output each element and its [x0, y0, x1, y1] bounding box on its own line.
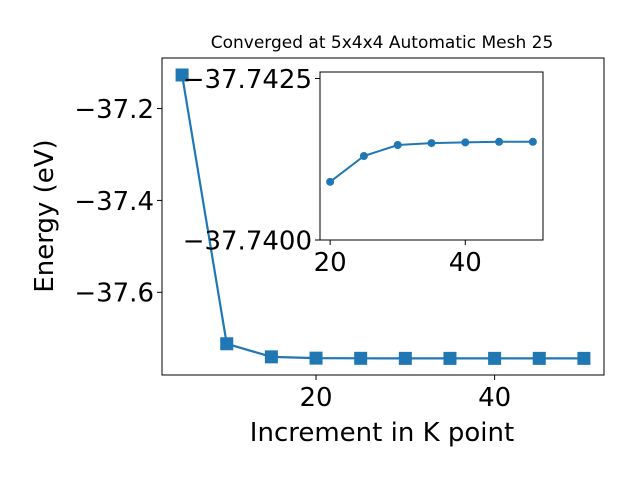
x-tick-label: 20	[314, 248, 347, 278]
y-tick-label: −37.4	[74, 187, 154, 217]
data-point	[398, 351, 412, 365]
series-line	[181, 74, 584, 360]
x-tick-label: 20	[299, 383, 332, 413]
y-tick-label: −37.6	[74, 279, 154, 309]
inset-axes: 20 40 −37.7425 −37.7400	[183, 65, 544, 278]
data-point	[393, 141, 402, 150]
data-point	[427, 139, 436, 148]
x-axis-label: Increment in K point	[250, 418, 514, 448]
data-point	[359, 152, 368, 160]
y-axis-label: Energy (eV)	[30, 139, 60, 292]
data-point	[488, 351, 502, 365]
chart-title: Converged at 5x4x4 Automatic Mesh 25	[211, 33, 554, 53]
data-point	[443, 351, 457, 365]
x-tick-label: 40	[449, 248, 482, 278]
data-point	[264, 350, 278, 364]
data-point	[309, 351, 323, 365]
data-point	[175, 68, 189, 82]
inset-series	[326, 137, 537, 186]
data-point	[220, 337, 234, 351]
data-point	[354, 351, 368, 365]
x-tick-label: 40	[478, 383, 511, 413]
data-point	[532, 351, 546, 365]
main-ticks: 20 40 −37.2 −37.4 −37.6	[74, 95, 511, 413]
data-point	[495, 137, 504, 146]
data-point	[326, 177, 335, 186]
main-series	[175, 68, 591, 365]
data-point	[577, 351, 591, 365]
y-tick-label: −37.7425	[183, 65, 312, 95]
inset-plot-frame	[319, 71, 544, 241]
y-tick-label: −37.7400	[183, 226, 312, 256]
data-point	[461, 138, 470, 147]
data-point	[528, 137, 537, 146]
y-tick-label: −37.2	[74, 95, 154, 125]
inset-ticks: 20 40 −37.7425 −37.7400	[183, 65, 482, 278]
